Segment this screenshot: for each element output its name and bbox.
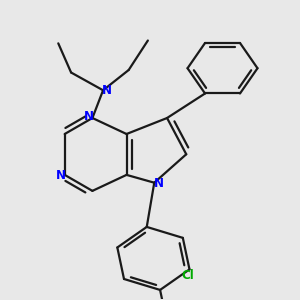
Text: Cl: Cl <box>181 269 194 282</box>
Text: N: N <box>84 110 94 123</box>
Text: N: N <box>154 177 164 190</box>
Text: N: N <box>56 169 65 182</box>
Text: N: N <box>102 84 112 97</box>
